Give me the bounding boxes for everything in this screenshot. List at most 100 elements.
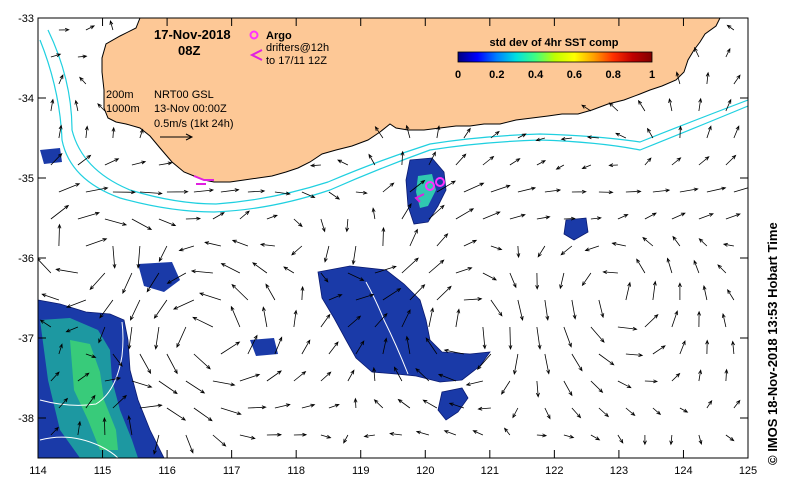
current-vector-arrow — [127, 326, 133, 350]
date-label: 17-Nov-2018 — [154, 27, 231, 42]
current-vector-arrow — [77, 54, 88, 59]
depth-1000-label: 1000m — [106, 103, 140, 115]
current-vector-arrow — [401, 257, 419, 274]
current-vector-arrow — [646, 127, 654, 139]
current-vector-arrow — [644, 313, 659, 328]
current-vector-arrow — [409, 228, 418, 247]
current-vector-arrow — [131, 160, 147, 166]
map-frame — [37, 17, 749, 459]
current-vector-arrow — [185, 434, 194, 454]
y-axis: -33 -34 -35 -36 -37 -38 — [18, 13, 748, 425]
current-vector-arrow — [563, 216, 576, 221]
current-vector-arrow — [374, 265, 397, 274]
current-vector-arrow — [625, 281, 631, 301]
y-tick-label: -33 — [18, 13, 34, 25]
current-vector-arrow — [465, 380, 483, 386]
current-vector-arrow — [139, 353, 152, 375]
current-vector-arrow — [443, 430, 457, 436]
current-vector-arrow — [153, 434, 160, 455]
current-vector-arrow — [293, 218, 303, 228]
current-vector-arrow — [513, 353, 519, 376]
current-vector-arrow — [77, 420, 82, 436]
current-vector-arrow — [401, 203, 412, 220]
current-vector-arrow — [136, 245, 141, 269]
current-vector-arrow — [300, 285, 305, 301]
current-vector-arrow — [415, 430, 430, 436]
x-tick-label: 120 — [416, 465, 434, 477]
current-vector-arrow — [436, 233, 449, 247]
current-vector-arrow — [77, 154, 92, 166]
sst-patch-small-a — [138, 262, 180, 292]
current-vector-arrow — [328, 341, 339, 355]
current-vector-arrow — [130, 299, 141, 321]
current-vector-arrow — [328, 191, 341, 200]
current-vector-arrow — [443, 348, 464, 355]
current-vector-arrow — [669, 434, 674, 446]
current-vector-arrow — [199, 292, 222, 301]
current-vector-arrow — [463, 182, 485, 193]
current-vector-arrow — [536, 160, 547, 166]
drifter-legend-label-1: drifters@12h — [266, 42, 329, 54]
current-vector-arrow — [355, 190, 368, 195]
current-vector-arrow — [389, 432, 402, 436]
current-vector-arrow — [283, 266, 295, 274]
current-vector-arrow — [672, 235, 681, 247]
current-vector-arrow — [571, 353, 583, 372]
vector-scale-label: 0.5m/s (1kt 24h) — [154, 118, 233, 130]
current-vector-arrow — [231, 239, 249, 247]
current-vector-arrow — [598, 190, 614, 195]
x-tick-label: 117 — [223, 465, 241, 477]
current-vector-arrow — [371, 207, 376, 220]
current-vector-arrow — [560, 136, 572, 141]
sst-contour-3 — [39, 436, 119, 458]
y-tick-label: -35 — [18, 173, 34, 185]
current-vector-arrow — [717, 264, 727, 274]
current-vector-arrow — [293, 370, 307, 382]
current-vector-arrow — [490, 245, 503, 251]
current-vector-arrow — [617, 326, 638, 331]
current-vector-arrow — [536, 215, 551, 220]
current-vector-arrow — [50, 371, 60, 382]
current-vector-arrow — [262, 306, 268, 328]
current-vector-arrow — [512, 407, 519, 419]
current-vector-arrow — [65, 326, 79, 333]
current-vector-arrow — [482, 326, 487, 350]
current-vector-arrow — [89, 272, 106, 291]
current-vector-arrow — [677, 282, 682, 300]
current-vector-arrow — [400, 150, 405, 166]
current-vector-arrow — [328, 294, 343, 301]
y-tick-label: -34 — [18, 93, 34, 105]
argo-legend-icon — [249, 30, 259, 40]
current-vector-arrow — [409, 284, 426, 301]
current-vector-arrow — [139, 403, 163, 409]
current-vector-arrow — [363, 434, 375, 438]
current-vector-arrow — [58, 183, 81, 193]
current-vector-arrow — [590, 380, 604, 394]
current-vector-arrow — [166, 272, 187, 284]
current-vector-arrow — [644, 157, 652, 166]
current-vector-arrow — [247, 189, 266, 194]
current-vector-arrow — [77, 372, 90, 382]
current-vector-arrow — [393, 366, 403, 382]
colorbar-tick-label: 0.6 — [567, 69, 582, 81]
current-vector-arrow — [104, 158, 120, 166]
current-vector-arrow — [39, 319, 52, 328]
current-vector-arrow — [490, 184, 511, 193]
x-tick-label: 121 — [481, 465, 499, 477]
current-vector-arrow — [644, 379, 659, 384]
current-vector-arrow — [355, 340, 365, 355]
current-vector-arrow — [212, 434, 227, 447]
current-vector-arrow — [99, 299, 114, 319]
current-vector-arrow — [328, 403, 340, 409]
current-vector-arrow — [74, 99, 79, 112]
current-vector-arrow — [166, 407, 187, 421]
current-vector-arrow — [58, 74, 64, 85]
current-vector-arrow — [85, 353, 97, 358]
current-vector-arrow — [476, 353, 492, 370]
current-vector-arrow — [436, 180, 456, 193]
current-vector-arrow — [428, 204, 445, 220]
current-vector-arrow — [220, 263, 241, 274]
current-vector-arrow — [372, 366, 377, 382]
current-vector-arrow — [178, 245, 195, 252]
current-vector-arrow — [598, 407, 610, 418]
